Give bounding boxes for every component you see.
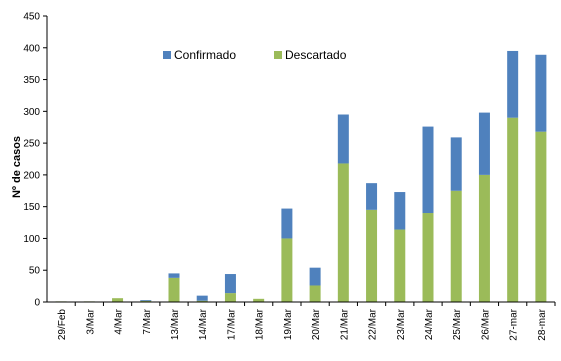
x-tick-label: 26/Mar [480, 308, 491, 340]
x-tick-label: 13/Mar [170, 308, 181, 340]
bar-segment-descartado [478, 174, 490, 302]
legend-label-confirmado: Confirmado [174, 48, 236, 62]
x-tick-label: 17/Mar [226, 308, 237, 340]
x-tick-label: 22/Mar [368, 308, 379, 340]
bar-segment-descartado [224, 293, 236, 302]
bar-segment-confirmado [535, 54, 547, 132]
y-axis-ticks: 0 50 100 150 200 250 300 350 400 450 [23, 12, 47, 309]
x-tick-label: 29/Feb [57, 309, 68, 341]
bar-segment-confirmado [478, 112, 490, 175]
y-tick-label: 450 [23, 12, 40, 23]
bar-segment-descartado [309, 285, 321, 302]
bar-segment-confirmado [196, 295, 208, 301]
bars-group [55, 50, 547, 303]
bar-segment-confirmado [224, 274, 236, 294]
x-tick-label: 3/Mar [85, 308, 96, 334]
bar-segment-confirmado [140, 300, 152, 301]
y-tick-label: 150 [23, 202, 40, 213]
x-tick-label: 25/Mar [452, 308, 463, 340]
x-tick-label: 21/Mar [339, 308, 350, 340]
x-tick-label: 19/Mar [283, 308, 294, 340]
bar-segment-descartado [422, 213, 434, 302]
bar-segment-descartado [337, 163, 349, 302]
bar-segment-descartado [140, 300, 152, 302]
y-tick-label: 350 [23, 75, 40, 86]
legend-label-descartado: Descartado [285, 48, 347, 62]
bar-segment-descartado [366, 209, 378, 302]
x-tick-label: 28-mar [537, 308, 548, 340]
bar-segment-descartado [253, 298, 265, 302]
x-tick-label: 7/Mar [142, 308, 153, 334]
bar-segment-descartado [112, 298, 124, 302]
bar-segment-confirmado [168, 273, 180, 278]
legend: Confirmado Descartado [163, 48, 347, 62]
bar-segment-confirmado [394, 192, 406, 230]
y-tick-label: 200 [23, 170, 40, 181]
bar-segment-confirmado [422, 126, 434, 214]
bar-segment-confirmado [337, 114, 349, 164]
bar-segment-confirmado [507, 50, 519, 118]
y-tick-label: 50 [29, 266, 41, 277]
y-tick-label: 400 [23, 43, 40, 54]
bar-segment-descartado [450, 190, 462, 302]
x-axis-ticks: 29/Feb 3/Mar 4/Mar 7/Mar 13/Mar 14/Mar 17/Mar 1… [57, 302, 556, 341]
legend-swatch-descartado [274, 51, 282, 59]
bar-segment-confirmado [366, 183, 378, 210]
x-tick-label: 20/Mar [311, 308, 322, 340]
x-tick-label: 4/Mar [114, 308, 125, 334]
bar-segment-descartado [196, 300, 208, 302]
x-tick-label: 24/Mar [424, 308, 435, 340]
bar-segment-descartado [281, 238, 293, 302]
x-tick-label: 27-mar [509, 308, 520, 340]
bar-segment-descartado [168, 277, 180, 302]
x-tick-label: 23/Mar [396, 308, 407, 340]
y-axis-label: Nº de casos [11, 136, 23, 198]
bar-segment-confirmado [281, 208, 293, 239]
y-tick-label: 250 [23, 139, 40, 150]
bar-segment-descartado [535, 131, 547, 302]
y-tick-label: 0 [34, 298, 40, 309]
bar-segment-confirmado [450, 137, 462, 191]
y-tick-label: 300 [23, 107, 40, 118]
x-tick-label: 14/Mar [198, 308, 209, 340]
bar-segment-confirmado [309, 267, 321, 286]
y-tick-label: 100 [23, 234, 40, 245]
legend-swatch-confirmado [163, 51, 171, 59]
x-tick-label: 18/Mar [255, 308, 266, 340]
bar-segment-descartado [394, 229, 406, 302]
bar-segment-descartado [507, 117, 519, 302]
